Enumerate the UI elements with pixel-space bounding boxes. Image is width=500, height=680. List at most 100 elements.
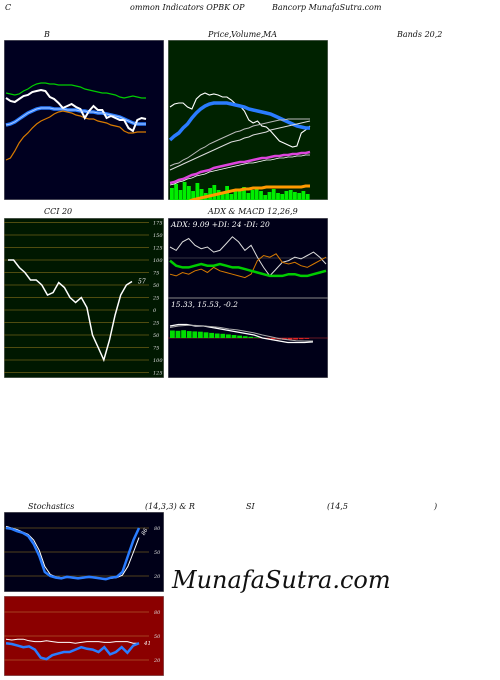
bollinger-middle-highlight [5,107,146,126]
macd-histogram-bar [248,336,254,338]
cci-tick-label: 25 [152,321,159,327]
macd-histogram-bar [298,338,304,340]
bollinger-panel [4,40,164,200]
adx-minus-di-line [169,253,327,279]
volume-bar [237,189,242,200]
macd-histogram-bar [209,332,214,338]
macd-histogram-bar [242,336,248,338]
stochastic-k-line [5,526,141,581]
volume-bar [229,194,234,200]
volume-bar [301,191,306,200]
volume-bar [199,189,204,200]
adx-values-label: ADX: 9.09 +DI: 24 -DI: 20 [170,220,270,229]
rsi-last-value: 41 [143,641,151,647]
cci-tick-label: 125 [153,246,163,252]
price-line [5,88,147,133]
volume-bar [254,188,259,200]
macd-histogram-bar [237,335,242,338]
title-bb-b: B [44,30,50,39]
bollinger-upper-band [5,82,146,99]
macd-histogram-bar [198,331,203,338]
volume-bar [250,190,255,200]
volume-bar [195,183,200,200]
title-rsi-params: (14,5 [327,502,348,511]
rsi-panel: 80 50 20 41 [4,596,164,676]
cci-chart: 175150125100755025025507510012515017557 [4,218,164,378]
macd-histogram-bar [181,330,186,338]
volume-bar [271,189,276,200]
macd-histogram-bar [170,330,175,338]
volume-bar [297,193,302,200]
cci-tick-label: 75 [153,346,159,352]
adx-chart: ADX: 9.09 +DI: 24 -DI: 20 [168,218,328,298]
title-stoch-params: (14,3,3) & R [145,502,195,511]
cci-tick-label: 75 [153,271,159,277]
cci-tick-label: 100 [153,358,163,364]
volume-bar [242,187,246,200]
volume-bar [280,194,285,200]
macd-histogram-bar [192,331,198,338]
macd-values-label: 15.33, 15.53, -0.2 [171,300,238,309]
stochastic-chart: 80 50 20 86 [4,512,164,592]
title-price: Price, [208,30,232,39]
macd-histogram-bar [186,331,192,338]
volume-bar [267,192,272,200]
volume-bar [276,193,280,200]
header-c: C [5,3,12,12]
volume-bar [212,185,217,200]
bollinger-chart [4,40,164,200]
bollinger-background [4,40,164,200]
ma-magenta-line [169,150,311,185]
macd-histogram-bar [265,338,270,339]
cci-line [8,259,133,363]
cci-tick-label: 175 [153,221,163,227]
title-cci: CCI 20 [44,207,73,216]
macd-chart: 15.33, 15.53, -0.2 [168,298,328,378]
volume-bar [293,192,297,200]
macd-histogram-bar [203,332,209,338]
watermark: MunafaSutra.com [172,566,391,594]
header-indicators: ommon Indicators OPBK OP [130,3,245,12]
rsi-line [5,641,140,661]
macd-histogram-bar [293,338,298,340]
bollinger-lower-band [5,110,146,161]
ma-orange-line [188,184,310,200]
ma-long-line-a [169,118,310,167]
macd-histogram-bar [304,338,310,339]
ma-white-line [169,154,310,186]
cci-tick-label: 25 [152,296,159,302]
volume-bar [305,194,310,200]
volume-bar [170,188,174,200]
volume-bar [187,186,191,200]
rsi-tick-label: 20 [153,658,161,664]
macd-histogram-bar [270,338,276,340]
cci-tick-label: 50 [153,333,160,339]
cci-tick-label: 150 [153,233,163,239]
title-adx-macd: ADX & MACD 12,26,9 [208,207,298,216]
rsi-chart: 80 50 20 41 [4,596,164,676]
price-ma-panel [168,40,328,200]
price-ma-chart [168,40,328,200]
ma-short-line [168,101,310,142]
title-si: SI [246,502,255,511]
macd-histogram-bar [287,338,293,340]
macd-histogram-bar [214,333,220,338]
stochastic-tick-label: 50 [154,550,161,556]
adx-panel: ADX: 9.09 +DI: 24 -DI: 20 [168,218,328,298]
volume-bar [178,190,183,200]
cci-last-value: 57 [138,279,146,286]
cci-background [4,218,164,378]
adx-plus-di-line [169,236,327,277]
rsi-mfi-line [5,638,139,644]
ma-long-line-b [169,120,311,171]
cci-panel: 175150125100755025025507510012515017557 [4,218,164,378]
macd-histogram-bar [220,333,226,338]
macd-histogram-bar [231,335,237,338]
volume-bar [259,191,263,200]
title-bands: Bands 20,2 [397,30,443,39]
cci-tick-label: 100 [153,258,163,264]
macd-histogram-bar [175,330,181,338]
cci-tick-label: 125 [153,371,163,377]
volume-bar [208,188,212,200]
title-ma: MA [263,30,277,39]
